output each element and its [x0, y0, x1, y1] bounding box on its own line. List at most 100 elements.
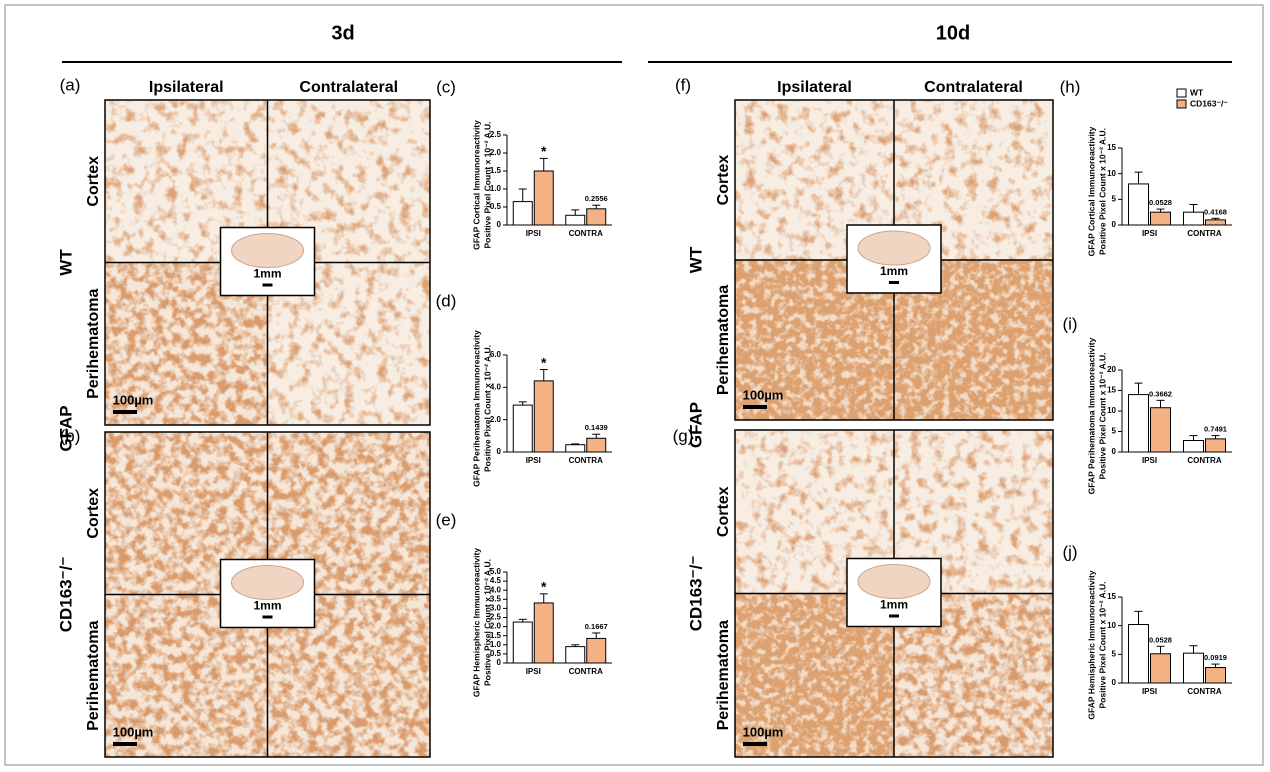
scale-bar-label: 100µm [743, 724, 784, 739]
y-axis-label: GFAP Hemispheric Immunoreactivity [1086, 570, 1096, 719]
panel-letter: (e) [436, 510, 457, 529]
bar [1150, 407, 1171, 453]
significance-label: 0.4168 [1204, 207, 1227, 216]
y-axis-label: GFAP Cortical Immunoreactivity [471, 120, 481, 250]
y-tick-label: 4.0 [490, 382, 502, 391]
significance-label: * [541, 143, 547, 159]
bar [1205, 667, 1226, 684]
significance-label: 0.0919 [1204, 653, 1227, 662]
x-tick-label: IPSI [1142, 687, 1157, 696]
significance-label: 0.3662 [1149, 389, 1172, 398]
y-tick-label: 3.5 [490, 594, 502, 603]
y-tick-label: 0 [497, 447, 502, 456]
y-axis-label: Positive Pixel Count x 10⁻² A.U. [1097, 582, 1107, 709]
bar [512, 404, 533, 453]
y-tick-label: 3.0 [490, 604, 502, 613]
x-tick-label: CONTRA [1187, 229, 1221, 238]
bar [1128, 394, 1149, 453]
y-axis-label: GFAP Perihematoma Immunoreactivity [471, 330, 481, 487]
scale-bar [113, 742, 137, 746]
y-axis-label: Positive Pixel Count x 10⁻² A.U. [482, 345, 492, 472]
inset-scale-bar [889, 614, 899, 618]
time-point-header: 10d [936, 22, 970, 44]
column-header: Contralateral [299, 79, 398, 96]
x-tick-label: IPSI [526, 456, 541, 465]
significance-label: 0.7491 [1204, 425, 1227, 434]
y-tick-label: 0 [1112, 678, 1117, 687]
y-tick-label: 4.0 [490, 585, 502, 594]
inset-scale-bar [262, 283, 273, 287]
y-tick-label: 0 [1112, 220, 1117, 229]
x-tick-label: CONTRA [569, 229, 603, 238]
significance-label: 0.0528 [1149, 198, 1172, 207]
x-tick-label: CONTRA [569, 456, 603, 465]
y-tick-label: 15 [1107, 143, 1116, 152]
significance-label: 0.0528 [1149, 635, 1172, 644]
brain-section [857, 564, 931, 599]
bar [1205, 219, 1226, 226]
bar [1183, 211, 1204, 226]
bar [533, 380, 554, 453]
column-header: Ipsilateral [149, 79, 224, 96]
scale-bar-label: 100µm [113, 392, 154, 407]
y-tick-label: 1.0 [490, 640, 502, 649]
bar [586, 637, 607, 664]
legend-swatch [1176, 88, 1187, 98]
y-tick-label: 2.0 [490, 415, 502, 424]
bar [565, 444, 586, 453]
scale-bar [113, 410, 137, 414]
y-axis-label: Positive Pixel Count x 10⁻² A.U. [482, 559, 492, 686]
panel-letter: (g) [673, 426, 694, 445]
y-tick-label: 2.5 [490, 613, 502, 622]
x-tick-label: CONTRA [1187, 687, 1221, 696]
bar [512, 201, 533, 226]
y-tick-label: 2.0 [490, 622, 502, 631]
bar [533, 602, 554, 664]
region-label: Cortex [715, 155, 732, 206]
panel-letter: (i) [1062, 314, 1077, 333]
scale-bar-label: 100µm [743, 387, 784, 402]
bar [1150, 211, 1171, 226]
y-tick-label: 1.5 [490, 631, 502, 640]
time-point-header: 3d [331, 22, 354, 44]
figure-border [4, 4, 1264, 766]
y-axis-label: Positive Pixel Count x 10⁻² A.U. [1097, 128, 1107, 255]
brain-section [231, 233, 304, 268]
y-tick-label: 6.0 [490, 350, 502, 359]
y-tick-label: 20 [1107, 365, 1116, 374]
inset-scale-label: 1mm [253, 599, 281, 613]
inset-scale-bar [889, 281, 899, 284]
y-tick-label: 5 [1112, 194, 1117, 203]
region-label: Cortex [85, 156, 102, 207]
y-axis-label: Positive Pixel Count x 10⁻² A.U. [482, 122, 492, 249]
brain-section [231, 565, 304, 600]
bar [1183, 652, 1204, 684]
y-axis-label: Positive Pixel Count x 10⁻² A.U. [1097, 353, 1107, 480]
bar [586, 208, 607, 226]
y-tick-label: 5 [1112, 649, 1117, 658]
legend-label: CD163⁻/⁻ [1190, 98, 1228, 108]
genotype-label: CD163⁻/⁻ [686, 556, 705, 632]
bar [1128, 624, 1149, 684]
y-tick-label: 5 [1112, 427, 1117, 436]
x-tick-label: IPSI [1142, 229, 1157, 238]
region-label: Perihematoma [715, 620, 732, 730]
genotype-label: WT [686, 246, 705, 273]
significance-label: 0.1439 [585, 423, 608, 432]
bar [512, 621, 533, 664]
x-tick-label: CONTRA [569, 667, 603, 676]
y-tick-label: 10 [1107, 169, 1116, 178]
inset-scale-bar [262, 615, 273, 619]
panel-letter: (f) [675, 75, 691, 94]
y-axis-label: GFAP Cortical Immunoreactivity [1086, 126, 1096, 256]
genotype-label: CD163⁻/⁻ [56, 557, 75, 633]
panel-letter: (a) [60, 75, 81, 94]
scale-bar [743, 742, 767, 746]
bar [1128, 183, 1149, 226]
panel-letter: (d) [436, 291, 457, 310]
inset-scale-label: 1mm [880, 598, 908, 612]
inset-scale-label: 1mm [253, 267, 281, 281]
y-tick-label: 4.5 [490, 576, 502, 585]
